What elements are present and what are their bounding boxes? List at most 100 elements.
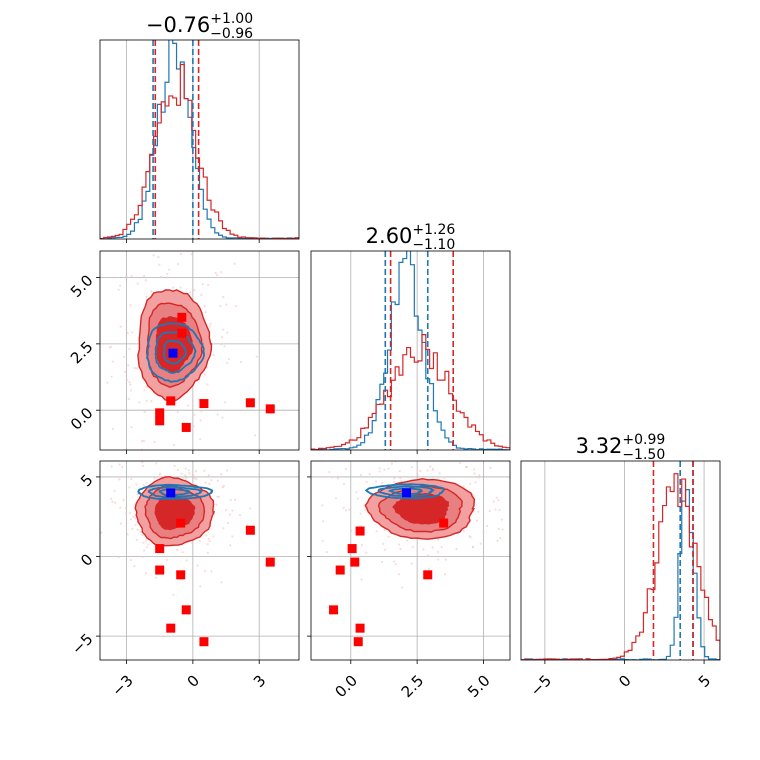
sample-point: [118, 478, 121, 481]
sample-point: [321, 504, 324, 507]
truth-marker-red: [245, 398, 255, 408]
sample-point: [488, 509, 491, 513]
sample-point: [154, 576, 157, 579]
sample-point: [321, 539, 324, 543]
sample-point: [387, 467, 390, 470]
sample-point: [462, 485, 465, 488]
sample-point: [342, 482, 346, 486]
sample-point: [125, 512, 128, 515]
truth-marker-red: [155, 565, 165, 575]
sample-point: [378, 467, 381, 470]
sample-point: [144, 279, 147, 282]
sample-point: [431, 467, 434, 470]
diagonal-grid: [544, 461, 705, 660]
sample-point: [224, 401, 227, 404]
sample-point: [410, 562, 413, 565]
truth-marker-red: [355, 623, 365, 633]
sample-point: [173, 464, 176, 467]
sample-point: [188, 472, 191, 475]
contour-blue-outer: [146, 322, 206, 383]
sample-point: [191, 541, 194, 545]
sample-point: [127, 364, 130, 367]
sample-point: [212, 535, 215, 538]
sample-point: [172, 286, 175, 289]
sample-point: [123, 355, 126, 358]
sample-point: [221, 416, 224, 419]
sample-point: [100, 531, 103, 534]
sample-point: [475, 519, 479, 522]
sample-point: [360, 455, 362, 457]
sample-point: [141, 465, 145, 468]
sample-point: [375, 530, 378, 533]
histogram-blue: [100, 40, 299, 239]
sample-point: [359, 512, 362, 515]
sample-point: [496, 456, 498, 458]
sample-point: [364, 508, 367, 511]
sample-point: [138, 401, 141, 404]
sample-point: [226, 361, 229, 364]
sample-point: [128, 459, 130, 461]
sample-point: [117, 555, 120, 559]
truth-marker-red: [199, 399, 209, 409]
sample-point: [405, 539, 409, 542]
x-tick-label: 5.0: [464, 672, 494, 702]
sample-point: [469, 482, 472, 485]
truth-marker-red: [155, 408, 165, 418]
x-tick-label: 0: [184, 672, 203, 691]
sample-point: [135, 538, 139, 542]
sample-point: [499, 536, 502, 540]
sample-point: [427, 567, 430, 570]
sample-point: [129, 558, 132, 562]
sample-point: [216, 479, 219, 482]
sample-point: [501, 528, 504, 531]
sample-point: [489, 466, 492, 469]
sample-point: [111, 427, 115, 431]
sample-point: [497, 527, 500, 531]
sample-point: [186, 404, 190, 407]
contour-blue-inner: [387, 487, 424, 495]
title-median: 2.60: [366, 224, 413, 248]
sample-point: [383, 528, 386, 532]
sample-point: [255, 355, 258, 358]
sample-point: [365, 480, 368, 483]
sample-point: [443, 476, 446, 479]
sample-point: [128, 512, 132, 515]
y-tick-label: 5: [77, 471, 96, 490]
sample-point: [538, 535, 540, 537]
sample-point: [159, 192, 161, 194]
sample-point: [142, 275, 146, 278]
truth-marker-blue: [168, 348, 178, 358]
sample-point: [392, 480, 395, 484]
sample-point: [143, 549, 146, 552]
sample-point: [136, 528, 139, 531]
panel-title: 2.60+1.26 −1.10: [366, 222, 456, 253]
sample-point: [176, 468, 179, 472]
sample-point: [468, 535, 471, 538]
sample-point: [238, 514, 242, 517]
sample-point: [189, 291, 192, 294]
sample-point: [538, 477, 540, 479]
histogram-group: [521, 461, 720, 660]
sample-point: [110, 465, 113, 468]
contour-blue-outer: [364, 483, 446, 500]
sample-point: [233, 498, 237, 501]
sample-point: [111, 500, 114, 503]
sample-point: [437, 558, 440, 561]
sample-point: [176, 410, 179, 413]
sample-point: [141, 533, 144, 536]
truth-marker-red: [155, 544, 165, 554]
sample-point: [208, 540, 211, 543]
sample-point: [400, 586, 404, 589]
title-plus: +1.00: [210, 11, 253, 27]
sample-point: [419, 469, 422, 473]
sample-point: [130, 478, 133, 481]
sample-point: [365, 551, 368, 554]
sample-point: [113, 489, 116, 493]
sample-point: [206, 383, 209, 386]
sample-point: [196, 564, 199, 567]
sample-point: [494, 508, 497, 511]
sample-point: [222, 296, 225, 299]
histogram-blue: [521, 489, 720, 660]
sample-point: [200, 242, 202, 244]
sample-point: [144, 539, 148, 542]
